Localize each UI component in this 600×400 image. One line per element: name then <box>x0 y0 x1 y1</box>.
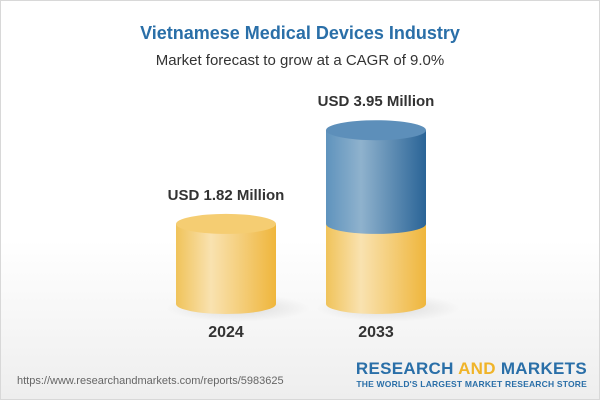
bar-top-2033 <box>326 120 426 141</box>
logo-text-and: AND <box>458 359 496 378</box>
chart-subtitle: Market forecast to grow at a CAGR of 9.0… <box>155 52 445 69</box>
bar-top-2024 <box>176 213 276 234</box>
bar-2024 <box>176 223 276 314</box>
logo-tagline: THE WORLD'S LARGEST MARKET RESEARCH STOR… <box>356 379 587 389</box>
research-and-markets-logo: RESEARCH AND MARKETS THE WORLD'S LARGEST… <box>356 359 587 389</box>
source-url[interactable]: https://www.researchandmarkets.com/repor… <box>17 375 284 387</box>
data-label-2024: USD 1.82 Million <box>168 187 285 204</box>
chart-title: Vietnamese Medical Devices Industry <box>140 23 460 43</box>
data-label-2033: USD 3.95 Million <box>318 93 435 110</box>
bar-2033-base-segment <box>326 223 426 314</box>
cylinder-chart: USD 1.82 Million 2024 USD 3.95 Million 2033 <box>166 93 460 341</box>
x-tick-label-2033: 2033 <box>358 324 394 341</box>
bar-2033-growth-segment <box>326 130 426 234</box>
logo-text-markets: MARKETS <box>495 359 587 378</box>
x-tick-label-2024: 2024 <box>208 324 244 341</box>
logo-text-research: RESEARCH <box>355 359 459 378</box>
